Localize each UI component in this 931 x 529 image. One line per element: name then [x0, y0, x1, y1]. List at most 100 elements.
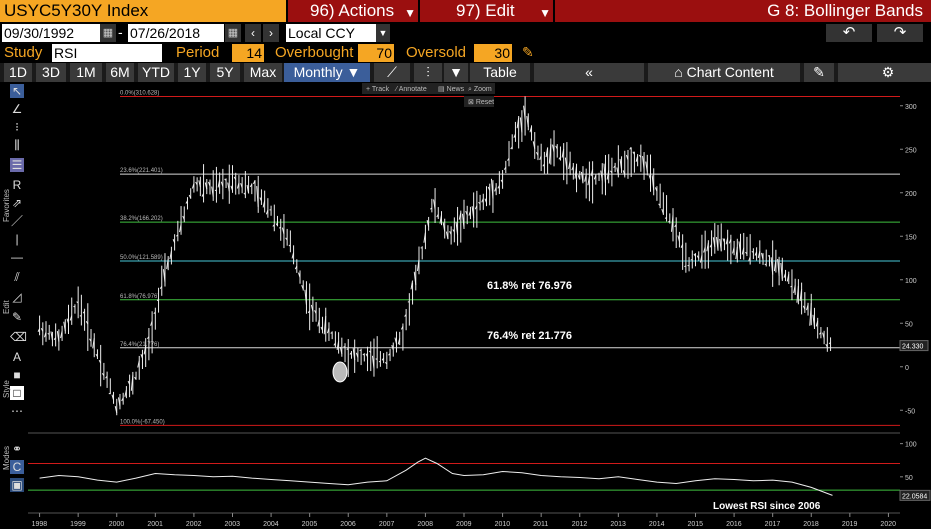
rsi-y-tick-label: 100: [905, 442, 917, 449]
price-tick: [233, 176, 237, 180]
currency-select[interactable]: Local CCY: [286, 24, 376, 42]
range-3d[interactable]: 3D: [36, 63, 66, 82]
y-tick-label: 300: [905, 104, 917, 111]
study-row: Study RSI Period 14 Overbought 70 Overso…: [0, 43, 931, 63]
price-tick: [709, 243, 713, 248]
fib-icon[interactable]: ⁝: [15, 120, 19, 134]
price-tick: [735, 246, 738, 260]
y-tick-label: 100: [905, 278, 917, 285]
price-tick: [114, 405, 118, 414]
price-tick: [50, 331, 53, 341]
annotate-tool: ⁄ Annotate: [394, 86, 427, 93]
color-icon[interactable]: ■: [13, 368, 21, 382]
shape-icon[interactable]: ◿: [12, 290, 22, 304]
price-tick: [748, 256, 751, 262]
price-tick: [368, 350, 372, 353]
end-date-input[interactable]: 07/26/2018: [128, 24, 224, 42]
overbought-input[interactable]: 70: [358, 44, 394, 62]
fib-label: 100.0%(-67.450): [120, 419, 165, 425]
bar-chart-icon[interactable]: ⫶: [414, 63, 442, 82]
range-6m[interactable]: 6M: [106, 63, 134, 82]
range-1m[interactable]: 1M: [70, 63, 102, 82]
price-tick: [484, 198, 487, 203]
price-tick: [561, 148, 565, 158]
undo-icon[interactable]: ↶: [826, 24, 872, 42]
range-1d[interactable]: 1D: [4, 63, 32, 82]
channel-icon[interactable]: ⫽: [14, 270, 20, 284]
study-select[interactable]: RSI: [52, 44, 162, 62]
x-tick-label: 2012: [572, 521, 588, 528]
price-tick: [291, 252, 295, 259]
price-tick: [474, 205, 478, 210]
prev-arrow-icon[interactable]: ‹: [245, 24, 261, 42]
price-tick: [281, 227, 285, 235]
range-ytd[interactable]: YTD: [138, 63, 174, 82]
price-tick: [661, 208, 664, 214]
actions-label: 96) Actions: [310, 1, 395, 20]
fib-retracement-icon[interactable]: ☰: [10, 158, 24, 172]
next-arrow-icon[interactable]: ›: [263, 24, 279, 42]
crosshair-icon[interactable]: C: [10, 460, 24, 474]
last-value-label: 24.330: [902, 344, 924, 351]
chevron-down-icon[interactable]: ▼: [376, 24, 390, 42]
fib-label: 61.8%(76.976): [120, 294, 159, 300]
pencil-icon[interactable]: ✎: [522, 44, 534, 60]
price-tick: [56, 330, 60, 342]
ratio-icon[interactable]: R: [12, 178, 22, 192]
text-icon[interactable]: A: [12, 350, 21, 364]
price-tick: [349, 352, 352, 355]
price-tick: [584, 174, 587, 182]
gradient-icon[interactable]: ▣: [10, 478, 24, 492]
cursor-icon[interactable]: ↖: [10, 84, 24, 98]
period-input[interactable]: 14: [232, 44, 264, 62]
price-tick: [606, 170, 610, 180]
arrow-icon[interactable]: ⇗: [11, 196, 23, 210]
calendar-icon[interactable]: ▦: [225, 24, 241, 42]
edit-chart-icon[interactable]: ✎: [804, 63, 834, 82]
pencil-icon[interactable]: ✎: [11, 310, 23, 324]
chevron-down-icon[interactable]: ▼: [444, 63, 468, 82]
price-tick: [600, 170, 603, 181]
title-bar: USYC5Y30Y Index 96) Actions ▼ 97) Edit ▼…: [0, 0, 931, 22]
oversold-input[interactable]: 30: [474, 44, 512, 62]
last-value-box: [899, 340, 929, 352]
line-chart-icon[interactable]: ⟋: [374, 63, 410, 82]
date-separator: -: [118, 24, 123, 40]
collapse-icon[interactable]: «: [534, 63, 644, 82]
price-tick: [162, 269, 166, 283]
calendar-icon[interactable]: ▦: [100, 24, 116, 42]
price-tick: [552, 144, 555, 153]
table-button[interactable]: Table: [470, 63, 530, 82]
range-5y[interactable]: 5Y: [210, 63, 240, 82]
frequency-select[interactable]: Monthly ▼: [284, 63, 370, 82]
price-tick: [230, 185, 233, 191]
chart-content-button[interactable]: ⌂ Chart Content: [648, 63, 800, 82]
range-1y[interactable]: 1Y: [178, 63, 206, 82]
line-tool-icon[interactable]: ∠: [11, 102, 23, 116]
price-tick: [706, 242, 709, 252]
price-tick: [298, 272, 301, 278]
pen-icon[interactable]: ／: [10, 214, 23, 228]
redo-icon[interactable]: ↷: [877, 24, 923, 42]
vertical-line-icon[interactable]: |: [15, 232, 19, 246]
price-tick: [516, 117, 520, 129]
dots-icon[interactable]: ⋯: [11, 404, 23, 418]
horizontal-line-icon[interactable]: —: [11, 250, 23, 264]
fib-time-icon[interactable]: ⫼: [14, 138, 20, 152]
price-tick: [728, 239, 732, 244]
price-chart[interactable]: 0.0%(310.628) 23.6%(221.401) 38.2%(166.202…: [0, 82, 931, 529]
price-tick: [176, 234, 179, 237]
price-tick: [680, 244, 684, 248]
actions-menu[interactable]: 96) Actions ▼: [288, 0, 418, 22]
ticker-field[interactable]: USYC5Y30Y Index: [0, 0, 286, 22]
gear-icon[interactable]: ⚙: [838, 63, 931, 82]
range-max[interactable]: Max: [244, 63, 282, 82]
price-tick: [693, 253, 696, 257]
link-icon[interactable]: ⚭: [11, 442, 23, 456]
y-tick-label: 200: [905, 191, 917, 198]
fill-icon[interactable]: □: [10, 386, 24, 400]
eraser-icon[interactable]: ⌫: [10, 330, 27, 344]
start-date-input[interactable]: 09/30/1992: [2, 24, 100, 42]
x-tick-label: 2018: [803, 521, 819, 528]
edit-menu[interactable]: 97) Edit ▼: [420, 0, 553, 22]
